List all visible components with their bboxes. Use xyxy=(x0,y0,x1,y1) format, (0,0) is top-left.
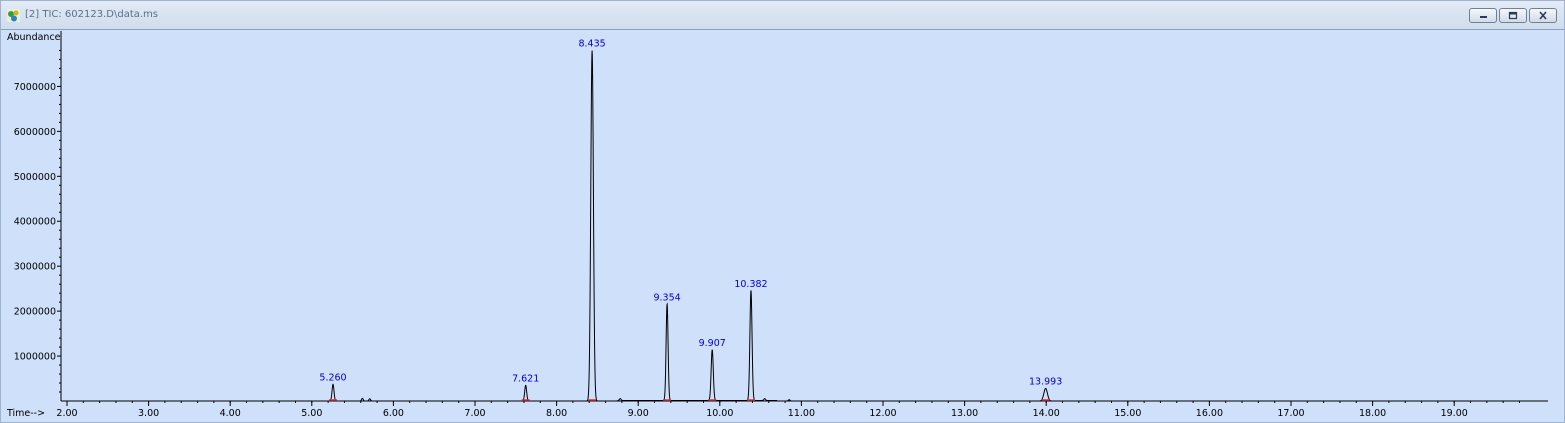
peak-label: 5.260 xyxy=(319,372,346,383)
x-tick-label: 3.00 xyxy=(138,408,159,419)
tic-trace xyxy=(67,50,1544,402)
x-tick-label: 8.00 xyxy=(546,408,567,419)
title-bar[interactable]: [2] TIC: 602123.D\data.ms xyxy=(1,1,1564,30)
x-tick-label: 12.00 xyxy=(869,408,896,419)
y-tick-label: 4000000 xyxy=(14,217,56,228)
x-tick-label: 7.00 xyxy=(464,408,485,419)
peak-label: 9.354 xyxy=(653,292,680,303)
axes xyxy=(60,31,1548,402)
window-title: [2] TIC: 602123.D\data.ms xyxy=(25,9,159,20)
x-tick-label: 13.00 xyxy=(951,408,978,419)
peak-labels: 5.260 7.621 8.435 9.354 9.907 10.382 13.993 xyxy=(319,38,1062,387)
restore-button[interactable] xyxy=(1499,8,1527,23)
y-tick-label: 5000000 xyxy=(14,172,56,183)
minimize-button[interactable] xyxy=(1469,8,1497,23)
x-tick-label: 5.00 xyxy=(301,408,322,419)
peak-label: 8.435 xyxy=(578,38,605,49)
x-ticks: 2.00 3.00 4.00 5.00 6.00 7.00 8.00 9.00 10.00 11.… xyxy=(56,401,1520,419)
y-axis-label: Abundance xyxy=(7,32,61,43)
app-icon xyxy=(7,9,20,22)
x-tick-label: 4.00 xyxy=(220,408,241,419)
peak-label: 13.993 xyxy=(1029,376,1062,387)
x-tick-label: 11.00 xyxy=(788,408,815,419)
y-tick-label: 2000000 xyxy=(14,307,56,318)
close-button[interactable] xyxy=(1529,8,1557,23)
x-tick-label: 17.00 xyxy=(1277,408,1304,419)
y-tick-label: 6000000 xyxy=(14,127,56,138)
x-tick-label: 6.00 xyxy=(383,408,404,419)
x-tick-label: 10.00 xyxy=(706,408,733,419)
close-icon xyxy=(1539,11,1547,20)
x-tick-label: 9.00 xyxy=(628,408,649,419)
y-tick-label: 7000000 xyxy=(14,82,56,93)
restore-icon xyxy=(1508,11,1518,20)
x-tick-label: 18.00 xyxy=(1359,408,1386,419)
x-tick-label: 15.00 xyxy=(1114,408,1141,419)
chromatogram-plot: Abundance Time--> 1000000 2000000 3000000 4… xyxy=(6,31,1548,419)
peak-label: 10.382 xyxy=(734,279,767,290)
x-axis-label: Time--> xyxy=(6,408,45,419)
peak-label: 7.621 xyxy=(512,373,539,384)
y-tick-label: 1000000 xyxy=(14,352,56,363)
minimize-icon xyxy=(1480,16,1487,18)
x-tick-label: 16.00 xyxy=(1196,408,1223,419)
y-tick-label: 3000000 xyxy=(14,262,56,273)
x-tick-label: 19.00 xyxy=(1441,408,1468,419)
x-tick-label: 14.00 xyxy=(1033,408,1060,419)
peak-label: 9.907 xyxy=(699,338,726,349)
y-ticks: 1000000 2000000 3000000 4000000 5000000 60000… xyxy=(14,49,61,393)
x-tick-label: 2.00 xyxy=(56,408,77,419)
